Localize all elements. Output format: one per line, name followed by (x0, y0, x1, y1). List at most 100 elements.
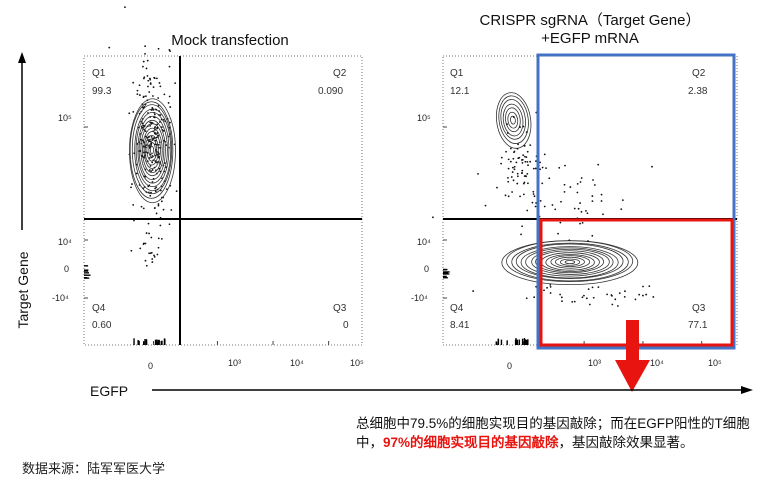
event-dot (154, 190, 157, 193)
event-dot (581, 221, 584, 224)
event-dot (484, 204, 487, 207)
event-dot (521, 161, 524, 164)
density-contour (550, 255, 591, 269)
event-dot (155, 212, 158, 215)
event-dot (159, 85, 162, 88)
event-dot (149, 194, 152, 197)
event-dot (623, 295, 626, 298)
event-dot (532, 193, 535, 195)
data-source: 数据来源：陆军军医大学 (22, 461, 166, 476)
density-contour (143, 131, 161, 170)
chart-2-q3-name: Q3 (692, 303, 706, 314)
event-dot (151, 181, 154, 183)
event-dot (521, 169, 524, 172)
event-dot (149, 153, 152, 156)
event-dot (163, 93, 166, 96)
y-axis-arrow-head (18, 52, 26, 63)
event-dot (151, 107, 154, 109)
event-dot (513, 168, 516, 171)
chart-2-q3-value: 77.1 (688, 320, 708, 331)
density-contour (515, 243, 624, 279)
event-dot (543, 205, 546, 208)
event-dot (579, 181, 582, 183)
event-dot (591, 195, 594, 197)
event-dot (144, 259, 147, 262)
event-dot (533, 195, 536, 198)
event-dot (144, 52, 146, 55)
event-dot (139, 247, 142, 250)
event-dot (525, 131, 528, 134)
event-dot (522, 125, 525, 128)
event-dot (151, 169, 154, 171)
event-dot (534, 205, 537, 208)
event-dot (136, 89, 139, 92)
density-contour (140, 123, 165, 177)
event-dot (153, 207, 156, 210)
chart-2-ytick: 0 (424, 264, 430, 274)
event-dot (524, 160, 527, 163)
event-dot (148, 91, 151, 93)
event-dot (156, 132, 159, 134)
event-dot (526, 209, 529, 212)
event-dot (600, 193, 603, 196)
event-dot (159, 114, 162, 116)
density-contour (559, 258, 581, 266)
event-dot (509, 147, 512, 150)
result-note: 总细胞中79.5%的细胞实现目的基因敲除；而在EGFP阳性的T细胞中，97%的细… (356, 414, 756, 452)
density-contour (146, 138, 158, 162)
density-contour (500, 99, 526, 140)
chart-1-q3-value: 0 (343, 320, 349, 331)
chart-2-q4-name: Q4 (450, 303, 464, 314)
chart-1-q1-value: 99.3 (92, 86, 112, 97)
event-dot (149, 140, 152, 143)
event-dot (602, 213, 604, 216)
event-dot (516, 147, 519, 150)
event-dot (130, 249, 133, 252)
density-contour (520, 246, 619, 279)
event-dot (534, 167, 537, 170)
x-axis-label: EGFP (90, 383, 129, 399)
event-dot (532, 190, 535, 193)
event-dot (156, 253, 159, 256)
event-dot (148, 232, 150, 235)
event-dot (516, 182, 519, 185)
event-dot (142, 106, 144, 109)
event-dot (521, 225, 524, 228)
event-dot (525, 297, 528, 300)
density-contour (129, 101, 174, 199)
event-dot (580, 210, 583, 213)
chart-2-title-line1: CRISPR sgRNA（Target Gene） (479, 12, 701, 29)
event-dot (587, 288, 590, 291)
event-dot (144, 242, 147, 245)
event-dot (621, 199, 624, 202)
chart-1-q2-name: Q2 (333, 68, 347, 79)
event-dot (151, 261, 154, 263)
chart-1-q1-name: Q1 (92, 68, 106, 79)
event-dot (157, 203, 160, 205)
event-dot (150, 121, 153, 124)
event-dot (148, 157, 151, 159)
event-dot (645, 293, 648, 296)
event-dot (591, 286, 594, 289)
event-dot (507, 195, 510, 198)
event-dot (145, 95, 147, 98)
event-dot (511, 166, 514, 169)
density-contour (535, 250, 604, 274)
event-dot (576, 182, 579, 185)
event-dot (147, 79, 150, 82)
density-contour (525, 247, 614, 277)
event-dot (147, 222, 150, 225)
chart-2-q2-name: Q2 (692, 68, 706, 79)
density-contour (131, 104, 173, 195)
event-dot (145, 264, 148, 267)
chart-2-xtick: 10⁵ (708, 358, 722, 368)
plot-frame-1 (83, 55, 363, 346)
density-contour (148, 142, 156, 158)
event-dot (108, 46, 111, 49)
event-dot (151, 161, 154, 164)
event-dot (568, 239, 571, 242)
event-dot (151, 258, 154, 260)
chart-2-q1-name: Q1 (450, 68, 464, 79)
density-contour (510, 115, 516, 125)
